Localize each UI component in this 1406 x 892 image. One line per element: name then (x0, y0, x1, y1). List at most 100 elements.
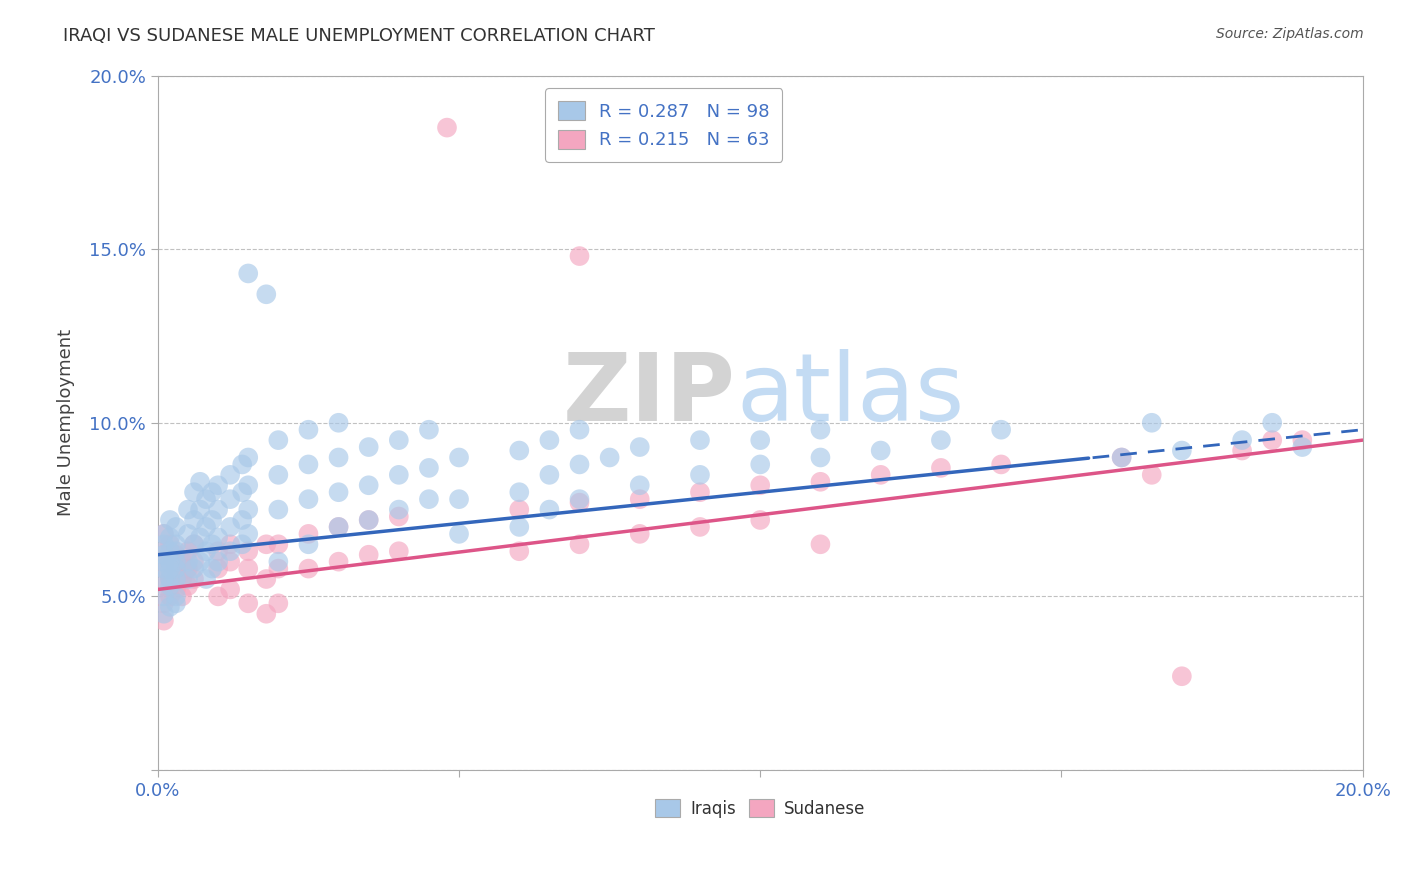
Point (238, 596, 260, 610)
Point (188, 530, 211, 544)
Point (238, 267, 260, 281)
Point (328, 450, 350, 465)
Point (628, 527, 651, 541)
Point (201, 485, 224, 500)
Point (219, 555, 242, 569)
Point (238, 527, 260, 541)
Point (267, 596, 290, 610)
Point (165, 561, 187, 575)
Text: ZIP: ZIP (564, 349, 737, 441)
Point (188, 555, 211, 569)
Point (238, 544, 260, 558)
Point (436, 120, 458, 135)
Point (207, 530, 229, 544)
Point (219, 520, 242, 534)
Point (165, 544, 187, 558)
Point (159, 561, 181, 575)
Point (177, 561, 200, 575)
Point (183, 513, 205, 527)
Point (810, 475, 832, 489)
Point (297, 537, 319, 551)
Point (183, 537, 205, 551)
Point (153, 579, 176, 593)
Point (238, 561, 260, 575)
Point (1140, 467, 1163, 482)
Point (388, 467, 411, 482)
Point (159, 513, 181, 527)
Point (165, 590, 187, 604)
Point (328, 520, 350, 534)
Point (183, 572, 205, 586)
Point (159, 599, 181, 614)
Point (177, 572, 200, 586)
Point (153, 614, 176, 628)
Point (508, 502, 530, 516)
Point (165, 548, 187, 562)
Point (195, 492, 218, 507)
Point (447, 492, 470, 507)
Point (1261, 433, 1284, 447)
Point (183, 555, 205, 569)
Point (238, 502, 260, 516)
Point (869, 443, 891, 458)
Point (267, 555, 290, 569)
Point (254, 537, 277, 551)
Point (749, 478, 772, 492)
Point (297, 561, 319, 575)
Point (195, 572, 218, 586)
Point (231, 485, 253, 500)
Point (929, 433, 952, 447)
Point (153, 548, 176, 562)
Point (159, 555, 181, 569)
Point (159, 530, 181, 544)
Point (207, 478, 229, 492)
Point (297, 527, 319, 541)
Point (447, 527, 470, 541)
Point (183, 537, 205, 551)
Point (165, 555, 187, 569)
Point (207, 590, 229, 604)
Point (201, 513, 224, 527)
Point (183, 561, 205, 575)
Point (869, 467, 891, 482)
Point (568, 537, 591, 551)
Point (165, 596, 187, 610)
Point (188, 502, 211, 516)
Point (177, 544, 200, 558)
Point (689, 485, 711, 500)
Point (195, 520, 218, 534)
Point (388, 544, 411, 558)
Point (568, 249, 591, 263)
Point (508, 443, 530, 458)
Point (388, 509, 411, 524)
Point (165, 582, 187, 597)
Point (159, 590, 181, 604)
Point (177, 502, 200, 516)
Point (153, 572, 176, 586)
Point (568, 423, 591, 437)
Point (388, 502, 411, 516)
Point (159, 579, 181, 593)
Point (267, 537, 290, 551)
Point (810, 423, 832, 437)
Point (207, 544, 229, 558)
Point (568, 458, 591, 472)
Point (749, 458, 772, 472)
Point (1291, 440, 1313, 454)
Point (1111, 450, 1133, 465)
Point (177, 527, 200, 541)
Text: Source: ZipAtlas.com: Source: ZipAtlas.com (1216, 27, 1364, 41)
Point (219, 492, 242, 507)
Point (219, 537, 242, 551)
Point (177, 555, 200, 569)
Point (1171, 443, 1194, 458)
Point (231, 458, 253, 472)
Point (238, 450, 260, 465)
Point (231, 513, 253, 527)
Point (388, 433, 411, 447)
Point (810, 537, 832, 551)
Point (508, 485, 530, 500)
Point (447, 450, 470, 465)
Point (1171, 669, 1194, 683)
Point (297, 423, 319, 437)
